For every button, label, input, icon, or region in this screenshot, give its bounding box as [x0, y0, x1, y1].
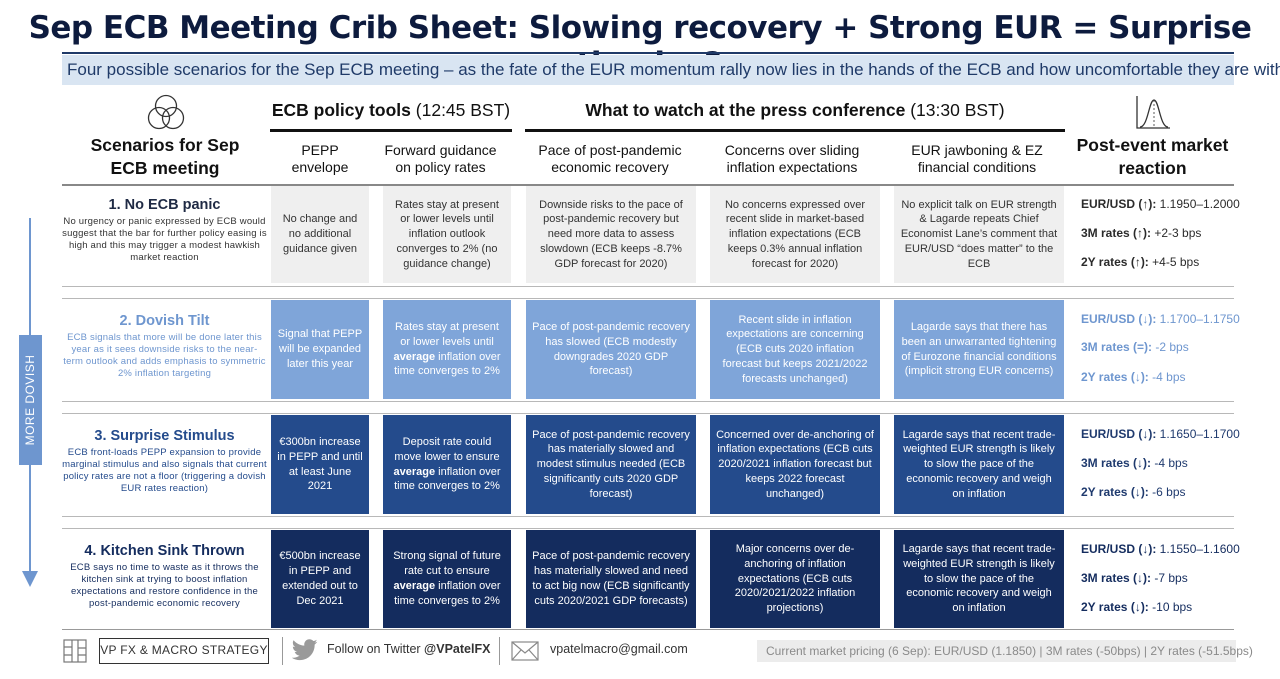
reaction-eurusd: EUR/USD (↓): 1.1700–1.1750: [1081, 312, 1240, 326]
reaction-3m: 3M rates (↑): +2-3 bps: [1081, 226, 1202, 240]
twitter-icon[interactable]: [292, 639, 318, 661]
table-top-line: [62, 184, 1234, 186]
scenario-4: 4. Kitchen Sink Thrown ECB says no time …: [62, 543, 267, 610]
cell-forward-guidance: Rates stay at present or lower levels un…: [383, 186, 511, 283]
cell-pepp: €500bn increase in PEPP and extended out…: [271, 530, 369, 628]
cell-inflation: No concerns expressed over recent slide …: [710, 186, 880, 283]
cell-forward-guidance: Rates stay at present or lower levels un…: [383, 300, 511, 399]
cell-recovery: Pace of post-pandemic recovery has mater…: [526, 415, 696, 514]
reaction-eurusd: EUR/USD (↑): 1.1950–1.2000: [1081, 197, 1240, 211]
col-head-eur: EUR jawboning & EZ financial conditions: [911, 142, 1043, 175]
reaction-2y: 2Y rates (↑): +4-5 bps: [1081, 255, 1200, 269]
email-icon[interactable]: [511, 641, 539, 661]
twitter-link[interactable]: Follow on Twitter @VPatelFX: [327, 642, 491, 656]
scenario-3: 3. Surprise Stimulus ECB front-loads PEP…: [62, 428, 267, 495]
dovish-label: MORE DOVISH: [23, 354, 37, 446]
cell-recovery: Pace of post-pandemic recovery has slowe…: [526, 300, 696, 399]
col-head-recovery: Pace of post-pandemic economic recovery: [538, 142, 682, 175]
press-conference-header: What to watch at the press conference (1…: [585, 100, 1005, 120]
dovish-arrow-head: [22, 571, 38, 587]
brand-box: VP FX & MACRO STRATEGY: [99, 638, 269, 664]
row-divider: [62, 298, 1234, 299]
footer-separator: [282, 637, 283, 665]
cell-pepp: No change and no additional guidance giv…: [271, 186, 369, 283]
reaction-2y: 2Y rates (↓): -10 bps: [1081, 600, 1193, 614]
dovish-label-box: [19, 335, 42, 465]
col-head-inflation: Concerns over sliding inflation expectat…: [724, 142, 860, 175]
cell-recovery: Pace of post-pandemic recovery has mater…: [526, 530, 696, 628]
cell-eur: No explicit talk on EUR strength & Lagar…: [894, 186, 1064, 283]
row-divider: [62, 413, 1234, 414]
row-divider: [62, 286, 1234, 287]
cell-eur: Lagarde says that recent trade-weighted …: [894, 415, 1064, 514]
logo-icon: [63, 639, 87, 663]
reaction-2y: 2Y rates (↓): -6 bps: [1081, 485, 1186, 499]
scenario-title: 1. No ECB panic: [108, 197, 221, 213]
cell-pepp: Signal that PEPP will be expanded later …: [271, 300, 369, 399]
cell-pepp: €300bn increase in PEPP and until at lea…: [271, 415, 369, 514]
email-link[interactable]: vpatelmacro@gmail.com: [550, 642, 688, 656]
row-divider: [62, 528, 1234, 529]
reaction-3m: 3M rates (=): -2 bps: [1081, 340, 1189, 354]
cell-eur: Lagarde says that there has been an unwa…: [894, 300, 1064, 399]
cell-forward-guidance: Strong signal of future rate cut to ensu…: [383, 530, 511, 628]
press-conference-rule: [525, 129, 1065, 132]
title-divider: [62, 52, 1234, 54]
reaction-3m: 3M rates (↓): -7 bps: [1081, 571, 1188, 585]
scenarios-header: Scenarios for Sep ECB meeting: [90, 135, 240, 178]
policy-tools-header: ECB policy tools (12:45 BST): [271, 100, 511, 120]
scenario-2: 2. Dovish Tilt ECB signals that more wil…: [62, 313, 267, 380]
scenario-desc: ECB front-loads PEPP expansion to provid…: [62, 447, 267, 494]
reaction-eurusd: EUR/USD (↓): 1.1550–1.1600: [1081, 542, 1240, 556]
scenario-title: 2. Dovish Tilt: [119, 313, 210, 329]
market-pricing-bar: Current market pricing (6 Sep): EUR/USD …: [757, 640, 1253, 662]
col-head-forward-guidance: Forward guidance on policy rates: [384, 142, 497, 175]
scenario-desc: ECB says no time to waste as it throws t…: [70, 562, 259, 609]
policy-tools-rule: [270, 129, 512, 132]
row-divider: [62, 401, 1234, 402]
footer-separator: [499, 637, 500, 665]
reaction-header: Post-event market reaction: [1076, 135, 1229, 178]
cell-inflation: Concerned over de-anchoring of inflation…: [710, 415, 880, 514]
cell-forward-guidance: Deposit rate could move lower to ensure …: [383, 415, 511, 514]
footer-divider: [62, 629, 1234, 630]
distribution-icon: [1136, 96, 1170, 129]
cell-eur: Lagarde says that recent trade-weighted …: [894, 530, 1064, 628]
reaction-eurusd: EUR/USD (↓): 1.1650–1.1700: [1081, 427, 1240, 441]
subtitle-banner: Four possible scenarios for the Sep ECB …: [62, 55, 1280, 85]
scenario-desc: ECB signals that more will be done later…: [63, 332, 266, 379]
venn-icon: [147, 94, 185, 130]
scenario-title: 3. Surprise Stimulus: [94, 428, 235, 444]
cell-recovery: Downside risks to the pace of post-pande…: [526, 186, 696, 283]
col-head-pepp: PEPP envelope: [291, 142, 349, 175]
row-divider: [62, 516, 1234, 517]
reaction-3m: 3M rates (↓): -4 bps: [1081, 456, 1188, 470]
scenario-title: 4. Kitchen Sink Thrown: [84, 543, 245, 559]
cell-inflation: Major concerns over de-anchoring of infl…: [710, 530, 880, 628]
scenario-desc: No urgency or panic expressed by ECB wou…: [62, 216, 267, 263]
scenario-1: 1. No ECB panic No urgency or panic expr…: [62, 197, 267, 264]
reaction-2y: 2Y rates (↓): -4 bps: [1081, 370, 1186, 384]
cell-inflation: Recent slide in inflation expectations a…: [710, 300, 880, 399]
